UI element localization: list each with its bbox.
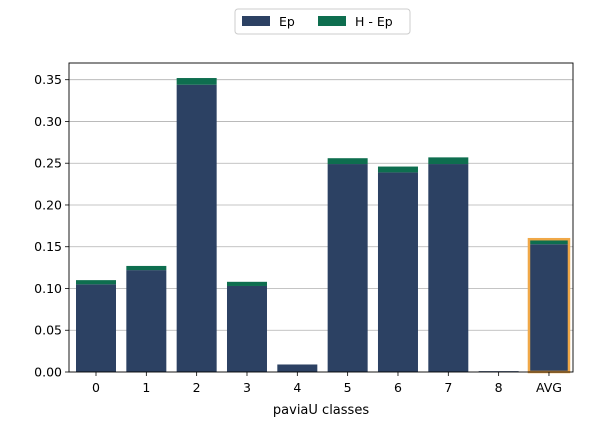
- x-tick-label: 7: [444, 380, 452, 395]
- x-tick-label: 4: [293, 380, 301, 395]
- bar-h-minus-ep-avg[interactable]: [528, 239, 569, 245]
- bar-h-minus-ep-6[interactable]: [377, 166, 418, 173]
- y-tick-label: 0.00: [34, 365, 62, 380]
- plot-frame: [68, 62, 574, 373]
- bar-ep-5[interactable]: [327, 164, 368, 372]
- y-tick-label: 0.10: [34, 281, 62, 296]
- bar-h-minus-ep-1[interactable]: [126, 265, 167, 271]
- y-tick-label: 0.20: [34, 197, 62, 212]
- bar-h-minus-ep-7[interactable]: [428, 157, 469, 165]
- x-tick-label: 2: [193, 380, 201, 395]
- bar-ep-2[interactable]: [176, 84, 217, 373]
- bars: [76, 78, 571, 374]
- bar-h-minus-ep-5[interactable]: [327, 158, 368, 165]
- legend-label-0: Ep: [279, 14, 295, 29]
- x-tick-label: 3: [243, 380, 251, 395]
- bar-h-minus-ep-3[interactable]: [226, 281, 267, 286]
- bar-h-minus-ep-2[interactable]: [176, 78, 217, 85]
- bar-ep-1[interactable]: [126, 270, 167, 372]
- bar-ep-0[interactable]: [76, 284, 116, 372]
- x-tick-label: 1: [142, 380, 150, 395]
- y-tick-label: 0.35: [34, 72, 62, 87]
- legend-label-1: H - Ep: [355, 14, 393, 29]
- x-tick-label: AVG: [536, 380, 562, 395]
- x-tick-label: 6: [394, 380, 402, 395]
- x-tick-label: 5: [344, 380, 352, 395]
- legend[interactable]: Ep H - Ep: [234, 8, 411, 35]
- bar-ep-4[interactable]: [277, 364, 318, 372]
- x-axis-label: paviaU classes: [273, 403, 369, 418]
- axes: [68, 62, 574, 373]
- bar-ep-6[interactable]: [377, 172, 418, 372]
- y-tick-label: 0.05: [34, 323, 62, 338]
- ticks: 0.00 0.05 0.10 0.15 0.20 0.25 0.30 0.35 0 1 2 3 4 5 6 7…: [34, 72, 562, 395]
- bar-ep-7[interactable]: [428, 164, 469, 372]
- bar-h-minus-ep-0[interactable]: [76, 280, 116, 285]
- y-tick-label: 0.25: [34, 156, 62, 171]
- legend-swatch-1: [318, 16, 346, 26]
- y-tick-label: 0.15: [34, 239, 62, 254]
- x-tick-label: 8: [495, 380, 503, 395]
- x-tick-label: 0: [92, 380, 100, 395]
- bar-ep-3[interactable]: [226, 285, 267, 372]
- legend-swatch-0: [242, 16, 270, 26]
- bar-ep-avg[interactable]: [528, 244, 569, 372]
- y-tick-label: 0.30: [34, 114, 62, 129]
